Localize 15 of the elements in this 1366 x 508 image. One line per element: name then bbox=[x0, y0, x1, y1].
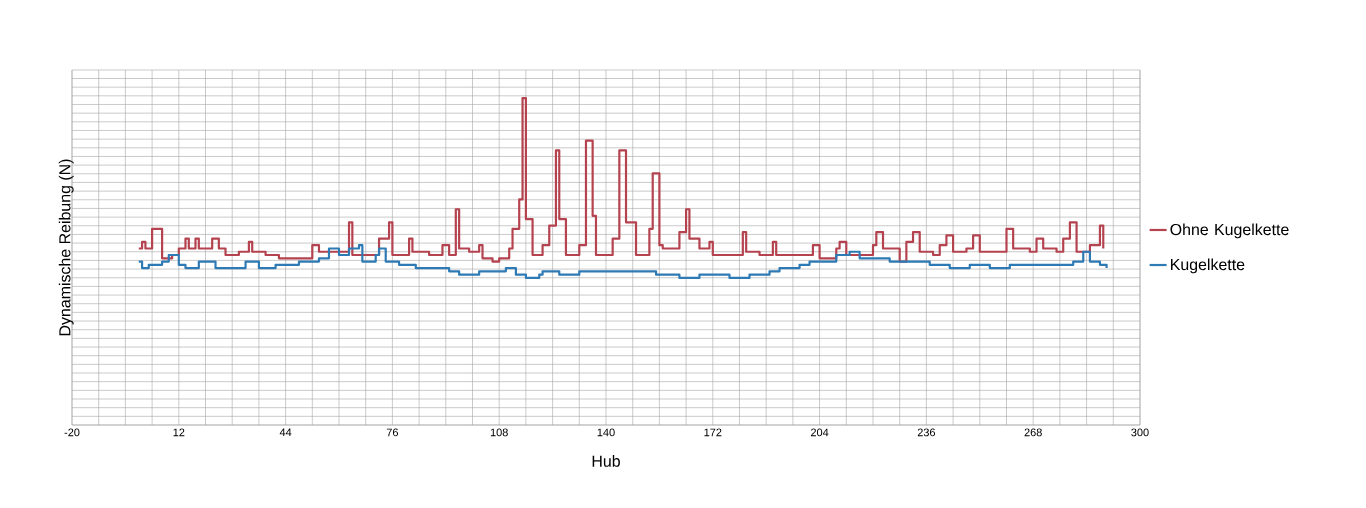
x-tick-label: 12 bbox=[173, 428, 185, 437]
x-tick-label: -20 bbox=[64, 428, 80, 437]
x-tick-label: 76 bbox=[386, 428, 398, 437]
legend-label: Ohne Kugelkette bbox=[1170, 223, 1289, 239]
x-tick-label: 172 bbox=[704, 428, 722, 437]
x-tick-label: 140 bbox=[597, 428, 615, 437]
x-tick-label: 108 bbox=[490, 428, 508, 437]
legend-label: Kugelkette bbox=[1171, 258, 1245, 274]
x-tick-label: 44 bbox=[279, 428, 292, 437]
y-axis-title: Dynamische Reibung (N) bbox=[58, 159, 74, 336]
x-tick-label: 204 bbox=[810, 428, 829, 437]
x-tick-label: 268 bbox=[1024, 428, 1042, 437]
x-axis-title: Hub bbox=[592, 455, 620, 467]
x-tick-label: 300 bbox=[1131, 428, 1149, 437]
x-tick-label: 236 bbox=[917, 428, 936, 437]
